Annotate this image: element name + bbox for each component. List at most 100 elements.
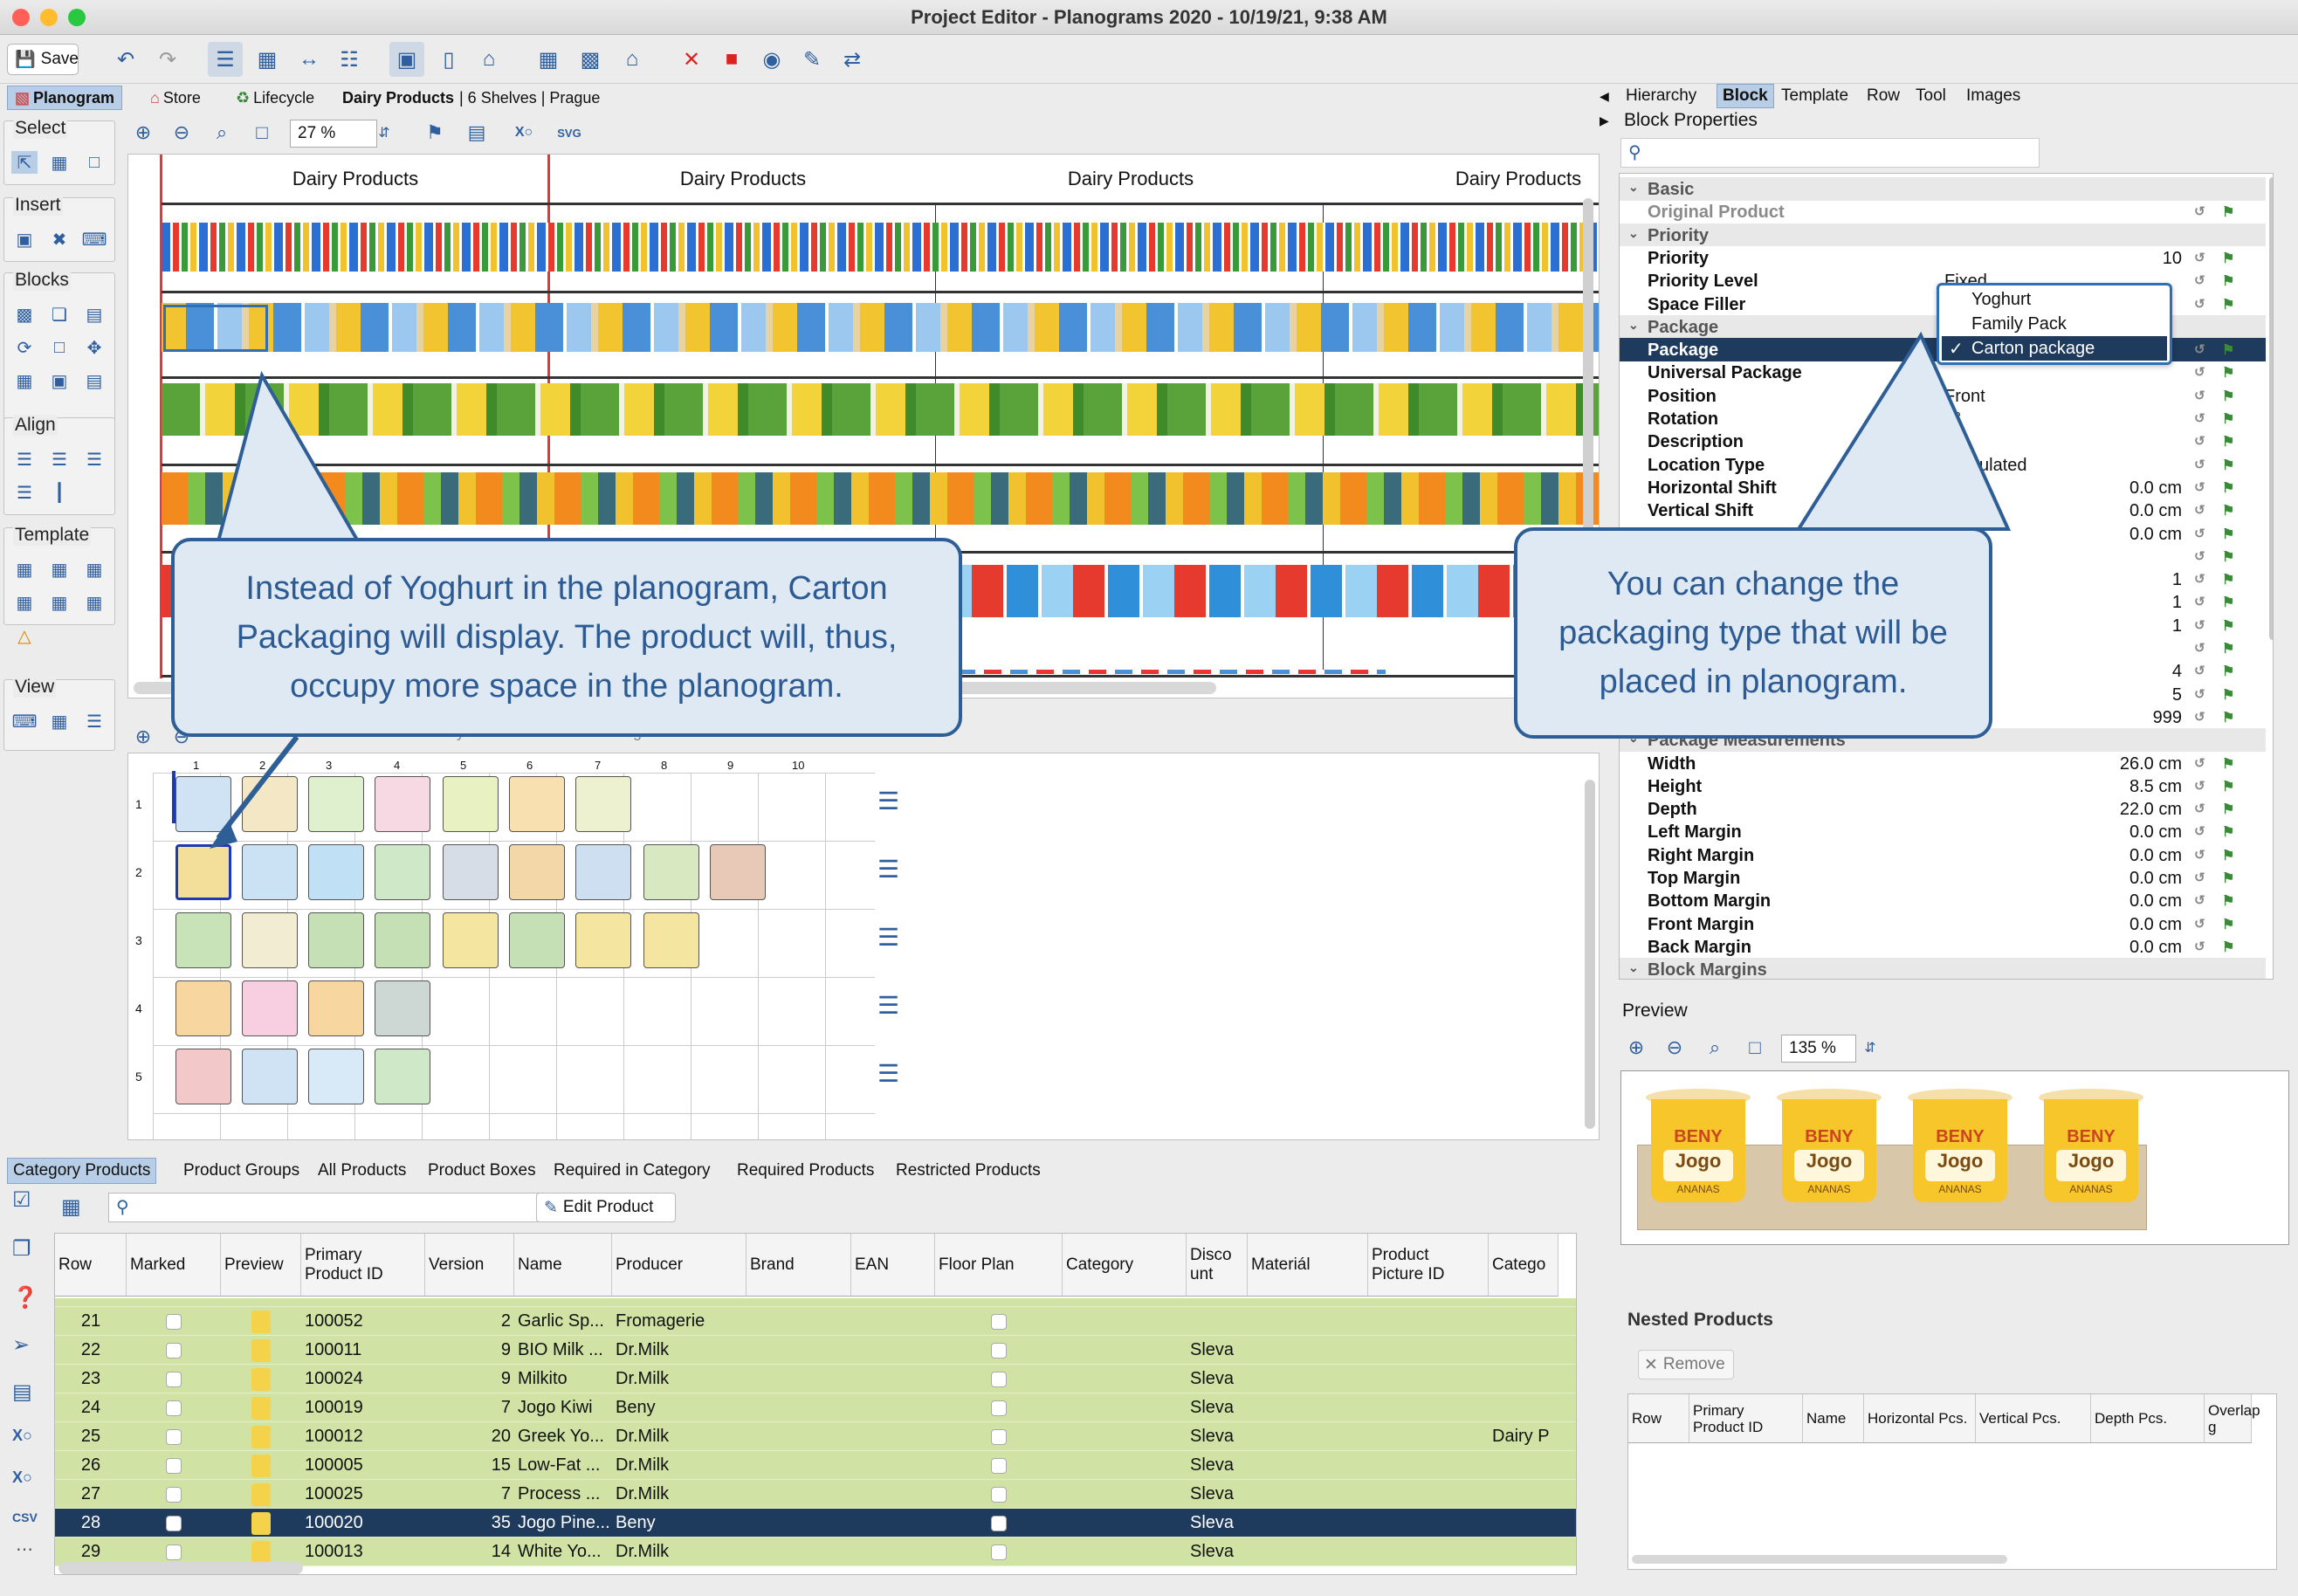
grid-tool-icon[interactable]: ☷ xyxy=(340,47,359,72)
blocks-rotate-icon[interactable]: ⟳ xyxy=(17,338,32,358)
reset-icon[interactable]: ↺ xyxy=(2194,617,2205,633)
chart-tool-icon[interactable]: ▤ xyxy=(467,121,486,143)
checkbox[interactable] xyxy=(935,1538,1063,1566)
checkbox[interactable] xyxy=(127,1307,221,1336)
property-row[interactable]: 999 ↺ ⚑ xyxy=(1620,705,2266,729)
stop-icon[interactable]: ■ xyxy=(725,47,739,71)
store-icon[interactable]: ⌂ xyxy=(625,47,639,71)
property-row[interactable]: Vertical Shift 0.0 cm ↺ ⚑ xyxy=(1620,499,2266,522)
view-highlight-icon[interactable]: ▦ xyxy=(51,712,68,732)
tab-required-products[interactable]: Required Products xyxy=(737,1161,875,1180)
property-row[interactable]: Original Product ↺ ⚑ xyxy=(1620,200,2266,224)
property-row[interactable]: 5 ↺ ⚑ xyxy=(1620,683,2266,706)
document-icon[interactable]: ▤ xyxy=(12,1380,32,1404)
table-row[interactable]: 29 100013 14 White Yo... Dr.Milk Sleva xyxy=(55,1538,1576,1566)
reset-icon[interactable]: ↺ xyxy=(2194,296,2205,312)
flag-icon[interactable]: ⚑ xyxy=(2222,435,2235,451)
tab-all-products[interactable]: All Products xyxy=(318,1161,407,1180)
blocks-merge-icon[interactable]: ▣ xyxy=(51,371,68,391)
view-labels-icon[interactable]: ⌨ xyxy=(11,712,38,732)
tab-row[interactable]: Row xyxy=(1867,86,1901,105)
locate-icon[interactable]: ➢ xyxy=(12,1333,31,1357)
preview-zoom-out-icon[interactable]: ⊖ xyxy=(1666,1036,1683,1058)
flag-icon[interactable]: ⚑ xyxy=(2222,412,2235,427)
table-row[interactable]: 22 100011 9 BIO Milk ... Dr.Milk Sleva xyxy=(55,1336,1576,1365)
select-grid-icon[interactable]: ▦ xyxy=(51,153,68,173)
checkbox[interactable] xyxy=(935,1336,1063,1365)
column-header[interactable]: Producer xyxy=(612,1234,747,1297)
tab-required-in-category[interactable]: Required in Category xyxy=(554,1161,711,1180)
flag-icon[interactable]: ⚑ xyxy=(2222,251,2235,266)
more-icon[interactable]: ⋯ xyxy=(16,1540,33,1559)
checkbox[interactable] xyxy=(127,1336,221,1365)
nested-column-header[interactable]: Row xyxy=(1628,1394,1689,1443)
flag-icon[interactable]: ⚑ xyxy=(2222,457,2235,473)
column-header[interactable]: EAN xyxy=(851,1234,935,1297)
row-handle-icon[interactable]: ☰ xyxy=(877,992,900,1019)
flag-icon[interactable]: ⚑ xyxy=(2222,802,2235,818)
tab-tool[interactable]: Tool xyxy=(1916,86,1946,105)
nested-column-header[interactable]: Vertical Pcs. xyxy=(1976,1394,2091,1443)
reset-icon[interactable]: ↺ xyxy=(2194,342,2205,358)
blocks-split-icon[interactable]: ▦ xyxy=(16,371,33,391)
align-left-icon[interactable]: ☰ xyxy=(17,450,32,470)
export-xml-icon[interactable]: X○ xyxy=(12,1427,32,1444)
reset-icon[interactable]: ↺ xyxy=(2194,801,2205,817)
checkbox[interactable] xyxy=(127,1509,221,1538)
reset-icon[interactable]: ↺ xyxy=(2194,939,2205,954)
flag-icon[interactable]: ⚑ xyxy=(2222,687,2235,703)
export-svg-icon[interactable]: SVG xyxy=(557,126,581,140)
nested-column-header[interactable]: Depth Pcs. xyxy=(2091,1394,2205,1443)
product-search-input[interactable]: ⚲ xyxy=(108,1193,574,1222)
select-arrow-icon[interactable]: ⇱ xyxy=(11,151,38,174)
properties-search-input[interactable]: ⚲ xyxy=(1620,138,2040,168)
checkbox[interactable] xyxy=(935,1365,1063,1393)
property-row[interactable]: Front Margin 0.0 cm ↺ ⚑ xyxy=(1620,912,2266,936)
property-row[interactable]: 4 ↺ ⚑ xyxy=(1620,659,2266,683)
preview-zoom-field[interactable]: 135 % xyxy=(1781,1035,1856,1063)
table-row[interactable]: 26 100005 15 Low-Fat ... Dr.Milk Sleva xyxy=(55,1451,1576,1480)
table-settings-icon[interactable]: ▦ xyxy=(61,1195,81,1219)
blocks-cube-icon[interactable]: ❏ xyxy=(52,305,67,325)
table-row[interactable]: 28 100020 35 Jogo Pine... Beny Sleva xyxy=(55,1509,1576,1538)
flag-icon[interactable]: ⚑ xyxy=(2222,480,2235,496)
flag-icon[interactable]: ⚑ xyxy=(2222,389,2235,404)
tab-category-products[interactable]: Category Products xyxy=(7,1158,157,1184)
flag-icon[interactable]: ⚑ xyxy=(2222,871,2235,886)
delete-icon[interactable]: ✕ xyxy=(682,47,701,72)
reset-icon[interactable]: ↺ xyxy=(2194,572,2205,588)
view-list-icon[interactable]: ☰ xyxy=(86,712,102,732)
reset-icon[interactable]: ↺ xyxy=(2194,893,2205,909)
reset-icon[interactable]: ↺ xyxy=(2194,479,2205,495)
minimize-window-button[interactable] xyxy=(40,9,58,26)
property-row[interactable]: Back Margin 0.0 cm ↺ ⚑ xyxy=(1620,935,2266,959)
checklist-icon[interactable]: ☑ xyxy=(12,1188,31,1212)
flag-icon[interactable]: ⚑ xyxy=(2222,573,2235,588)
template-grid-icon[interactable]: ▦ xyxy=(86,593,103,613)
product-table[interactable]: Row Marked Preview Primary Product ID Versio… xyxy=(54,1233,1577,1575)
blocks-arrange-icon[interactable]: ▤ xyxy=(86,371,103,391)
shelf-products[interactable] xyxy=(162,303,1599,352)
zoom-stepper-icon[interactable]: ⇵ xyxy=(378,126,390,141)
table-row[interactable]: 23 100024 9 Milkito Dr.Milk Sleva xyxy=(55,1365,1576,1393)
column-header[interactable]: Disco unt xyxy=(1187,1234,1248,1297)
template-delete-icon[interactable]: ▦ xyxy=(51,593,68,613)
checkbox[interactable] xyxy=(127,1480,221,1509)
table-row[interactable]: 24 100019 7 Jogo Kiwi Beny Sleva xyxy=(55,1393,1576,1422)
reset-icon[interactable]: ↺ xyxy=(2194,365,2205,381)
flag-icon[interactable]: ⚑ xyxy=(2222,297,2235,313)
tab-product-boxes[interactable]: Product Boxes xyxy=(428,1161,536,1180)
row-handle-icon[interactable]: ☰ xyxy=(877,924,900,951)
zoom-fit-icon[interactable]: ⌕ xyxy=(216,121,228,143)
chevron-down-icon[interactable]: ⌄ xyxy=(1628,180,1639,194)
flag-icon[interactable]: ⚑ xyxy=(2222,779,2235,795)
reset-icon[interactable]: ↺ xyxy=(2194,204,2205,220)
tab-product-groups[interactable]: Product Groups xyxy=(183,1161,300,1180)
package-option-family-pack[interactable]: Family Pack xyxy=(1971,313,2067,334)
property-row[interactable]: Height 8.5 cm ↺ ⚑ xyxy=(1620,774,2266,798)
insert-cross-icon[interactable]: ✖ xyxy=(52,230,67,250)
checkbox[interactable] xyxy=(935,1393,1063,1422)
checkbox[interactable] xyxy=(127,1365,221,1393)
property-row[interactable]: Position Front ↺ ⚑ xyxy=(1620,384,2266,408)
property-row[interactable]: 1 ↺ ⚑ xyxy=(1620,568,2266,591)
